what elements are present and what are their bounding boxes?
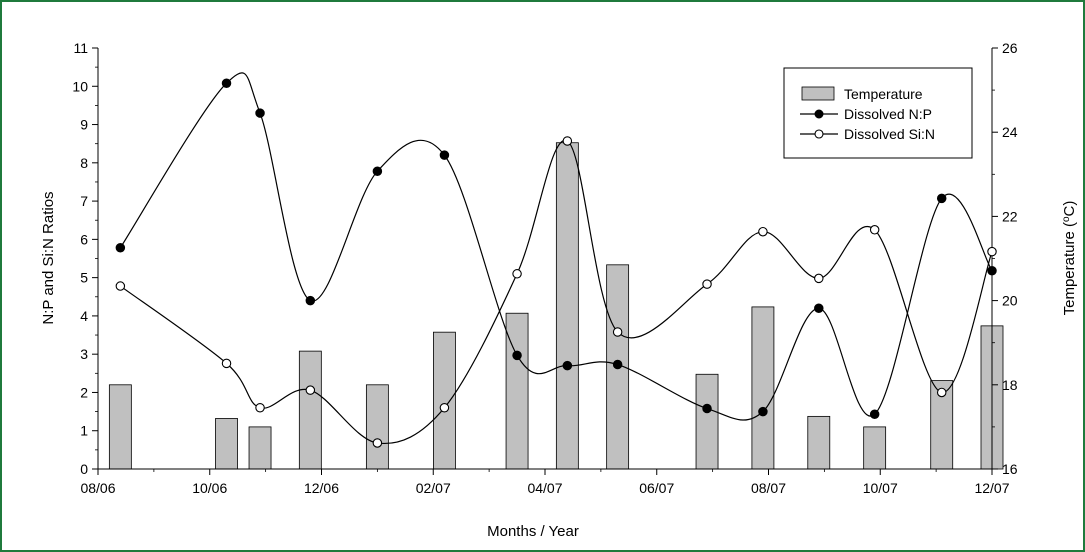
legend-swatch-temperature [801, 86, 835, 101]
np-point [255, 108, 265, 118]
sin-point [987, 246, 997, 257]
sin-point [936, 387, 947, 398]
np-point [512, 350, 522, 361]
sin-point [702, 279, 712, 289]
x-tick-label: 08/07 [751, 480, 786, 496]
temperature-bar [555, 142, 579, 470]
temperature-bar [505, 312, 529, 470]
np-point [221, 78, 232, 88]
axes: 0 1 2 3 4 5 6 7 8 9 10 11 16 18 20 22 24 26 08/06 10/06 12/0… [72, 40, 1017, 496]
legend-marker-sin [814, 129, 824, 139]
x-tick-label: 08/06 [80, 480, 115, 496]
y-right-tick-label: 16 [1002, 461, 1018, 477]
legend-label-np: Dissolved N:P [844, 106, 932, 122]
x-tick-label: 02/07 [416, 480, 451, 496]
np-point [814, 303, 824, 314]
y-right-tick-label: 18 [1002, 377, 1018, 393]
y-left-tick-label: 8 [80, 155, 88, 171]
y-left-tick-label: 5 [80, 270, 88, 286]
y-left-tick-label: 7 [80, 193, 88, 209]
x-tick-label: 04/07 [527, 480, 562, 496]
y-left-tick-label: 6 [80, 231, 88, 247]
x-tick-label: 12/07 [974, 480, 1009, 496]
y-left-tick-label: 10 [72, 78, 88, 94]
legend-label-temperature: Temperature [844, 86, 923, 102]
temperature-bar [695, 373, 719, 470]
y-left-tick-label: 1 [80, 423, 88, 439]
x-tick-label: 10/07 [863, 480, 898, 496]
series-markers [115, 78, 997, 448]
y-axis-left-title: N:P and Si:N Ratios [40, 191, 57, 324]
temperature-bar [215, 418, 238, 470]
y-right-tick-label: 26 [1002, 40, 1018, 56]
y-right-tick-label: 22 [1002, 208, 1018, 224]
x-tick-label: 06/07 [639, 480, 674, 496]
sin-point [439, 403, 450, 413]
sin-point [612, 327, 623, 337]
y-left-tick-label: 3 [80, 346, 88, 362]
sin-point [255, 403, 265, 413]
y-left-tick-label: 0 [80, 461, 88, 477]
np-point [936, 193, 947, 204]
x-tick-label: 10/06 [192, 480, 227, 496]
sin-point [305, 385, 316, 395]
np-point [439, 150, 450, 160]
y-axis-right-title: Temperature (oC) [1061, 201, 1079, 316]
y-left-tick-label: 2 [80, 384, 88, 400]
sin-point [814, 273, 824, 284]
legend: Temperature Dissolved N:P Dissolved Si:N [783, 67, 973, 159]
y-left-tick-label: 11 [73, 40, 88, 56]
temperature-bar [433, 331, 456, 470]
temperature-bar [751, 306, 775, 470]
sin-point [758, 226, 768, 237]
temperature-bar [365, 384, 389, 470]
x-tick-label: 12/06 [304, 480, 339, 496]
temperature-bars [108, 142, 1004, 470]
y-right-tick-label: 20 [1002, 293, 1018, 309]
np-point [702, 403, 712, 414]
sin-point [562, 136, 573, 146]
np-point [305, 295, 316, 306]
np-point [758, 406, 768, 417]
legend-label-sin: Dissolved Si:N [844, 126, 935, 142]
np-point [987, 265, 997, 276]
temperature-bar [807, 415, 831, 470]
sin-point [221, 358, 232, 369]
np-point [115, 243, 126, 253]
sin-point [869, 225, 880, 235]
temperature-bar [248, 426, 272, 470]
y-right-tick-label: 24 [1002, 124, 1018, 140]
np-point [562, 360, 573, 371]
y-left-tick-label: 9 [80, 117, 88, 133]
temperature-bar [863, 426, 887, 470]
sin-point [512, 269, 522, 279]
y-left-tick-label: 4 [80, 308, 88, 324]
temperature-bar [108, 384, 132, 470]
np-point [612, 359, 623, 370]
np-point [869, 409, 880, 420]
sin-point [372, 438, 383, 448]
temperature-bar [298, 350, 322, 470]
sin-point [115, 281, 126, 291]
legend-marker-np [814, 109, 824, 119]
np-point [372, 166, 383, 176]
x-axis-title: Months / Year [487, 523, 579, 540]
